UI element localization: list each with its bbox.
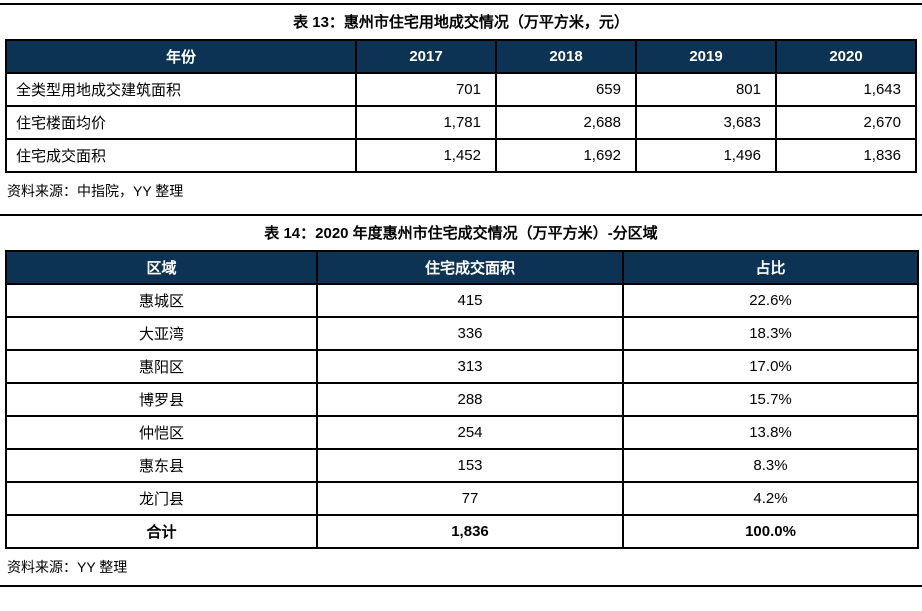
table13-title: 表 13：惠州市住宅用地成交情况（万平方米，元） bbox=[293, 14, 629, 31]
share-cell: 15.7% bbox=[622, 382, 919, 417]
region-cell: 大亚湾 bbox=[5, 316, 318, 351]
metric-label-cell: 住宅楼面均价 bbox=[5, 105, 357, 140]
table14-header-row: 区域 住宅成交面积 占比 bbox=[5, 250, 919, 285]
value-cell: 2,688 bbox=[495, 105, 637, 140]
area-cell: 77 bbox=[316, 481, 624, 516]
total-label-cell: 合计 bbox=[5, 514, 318, 549]
value-cell: 1,781 bbox=[355, 105, 497, 140]
metric-label-cell: 住宅成交面积 bbox=[5, 138, 357, 173]
value-cell: 659 bbox=[495, 72, 637, 107]
share-cell: 4.2% bbox=[622, 481, 919, 516]
table-row: 大亚湾 336 18.3% bbox=[5, 316, 919, 351]
divider-rule bbox=[0, 214, 922, 216]
region-cell: 惠阳区 bbox=[5, 349, 318, 384]
page: 表 13：惠州市住宅用地成交情况（万平方米，元） 年份 2017 2018 20… bbox=[0, 3, 922, 587]
share-cell: 22.6% bbox=[622, 283, 919, 318]
table13-source-note: 资料来源：中指院，YY 整理 bbox=[7, 183, 184, 199]
area-cell: 415 bbox=[316, 283, 624, 318]
share-cell: 17.0% bbox=[622, 349, 919, 384]
top-rule bbox=[0, 3, 922, 5]
table-row: 龙门县 77 4.2% bbox=[5, 481, 919, 516]
area-cell: 254 bbox=[316, 415, 624, 450]
share-cell: 8.3% bbox=[622, 448, 919, 483]
region-cell: 博罗县 bbox=[5, 382, 318, 417]
table-row: 惠阳区 313 17.0% bbox=[5, 349, 919, 384]
area-cell: 313 bbox=[316, 349, 624, 384]
bottom-rule bbox=[0, 585, 922, 587]
value-cell: 801 bbox=[635, 72, 777, 107]
table-row: 惠城区 415 22.6% bbox=[5, 283, 919, 318]
table14-source-note: 资料来源：YY 整理 bbox=[7, 559, 128, 575]
share-cell: 18.3% bbox=[622, 316, 919, 351]
table14-title: 表 14：2020 年度惠州市住宅成交情况（万平方米）-分区域 bbox=[264, 225, 658, 242]
table13-header-2018: 2018 bbox=[495, 39, 637, 74]
region-cell: 惠东县 bbox=[5, 448, 318, 483]
table13-block: 表 13：惠州市住宅用地成交情况（万平方米，元） 年份 2017 2018 20… bbox=[0, 3, 922, 216]
value-cell: 1,643 bbox=[775, 72, 917, 107]
table13-header-row: 年份 2017 2018 2019 2020 bbox=[5, 39, 917, 74]
value-cell: 1,692 bbox=[495, 138, 637, 173]
table13-header-2017: 2017 bbox=[355, 39, 497, 74]
table13-header-year-label: 年份 bbox=[5, 39, 357, 74]
table-row: 全类型用地成交建筑面积 701 659 801 1,643 bbox=[5, 72, 917, 107]
value-cell: 2,670 bbox=[775, 105, 917, 140]
table14: 区域 住宅成交面积 占比 惠城区 415 22.6% 大亚湾 336 18.3%… bbox=[5, 250, 919, 549]
area-cell: 153 bbox=[316, 448, 624, 483]
value-cell: 3,683 bbox=[635, 105, 777, 140]
total-row: 合计 1,836 100.0% bbox=[5, 514, 919, 549]
region-cell: 惠城区 bbox=[5, 283, 318, 318]
area-cell: 336 bbox=[316, 316, 624, 351]
area-cell: 288 bbox=[316, 382, 624, 417]
table-row: 博罗县 288 15.7% bbox=[5, 382, 919, 417]
total-share-cell: 100.0% bbox=[622, 514, 919, 549]
table-row: 住宅楼面均价 1,781 2,688 3,683 2,670 bbox=[5, 105, 917, 140]
table-row: 仲恺区 254 13.8% bbox=[5, 415, 919, 450]
value-cell: 1,836 bbox=[775, 138, 917, 173]
table13-header-2020: 2020 bbox=[775, 39, 917, 74]
value-cell: 1,452 bbox=[355, 138, 497, 173]
region-cell: 龙门县 bbox=[5, 481, 318, 516]
total-area-cell: 1,836 bbox=[316, 514, 624, 549]
table14-header-share: 占比 bbox=[622, 250, 919, 285]
table14-block: 表 14：2020 年度惠州市住宅成交情况（万平方米）-分区域 区域 住宅成交面… bbox=[0, 224, 922, 587]
table-row: 住宅成交面积 1,452 1,692 1,496 1,836 bbox=[5, 138, 917, 173]
value-cell: 1,496 bbox=[635, 138, 777, 173]
table13-header-2019: 2019 bbox=[635, 39, 777, 74]
table-row: 惠东县 153 8.3% bbox=[5, 448, 919, 483]
value-cell: 701 bbox=[355, 72, 497, 107]
metric-label-cell: 全类型用地成交建筑面积 bbox=[5, 72, 357, 107]
table13: 年份 2017 2018 2019 2020 全类型用地成交建筑面积 701 6… bbox=[5, 39, 917, 173]
region-cell: 仲恺区 bbox=[5, 415, 318, 450]
table14-header-area: 住宅成交面积 bbox=[316, 250, 624, 285]
table14-header-region: 区域 bbox=[5, 250, 318, 285]
share-cell: 13.8% bbox=[622, 415, 919, 450]
